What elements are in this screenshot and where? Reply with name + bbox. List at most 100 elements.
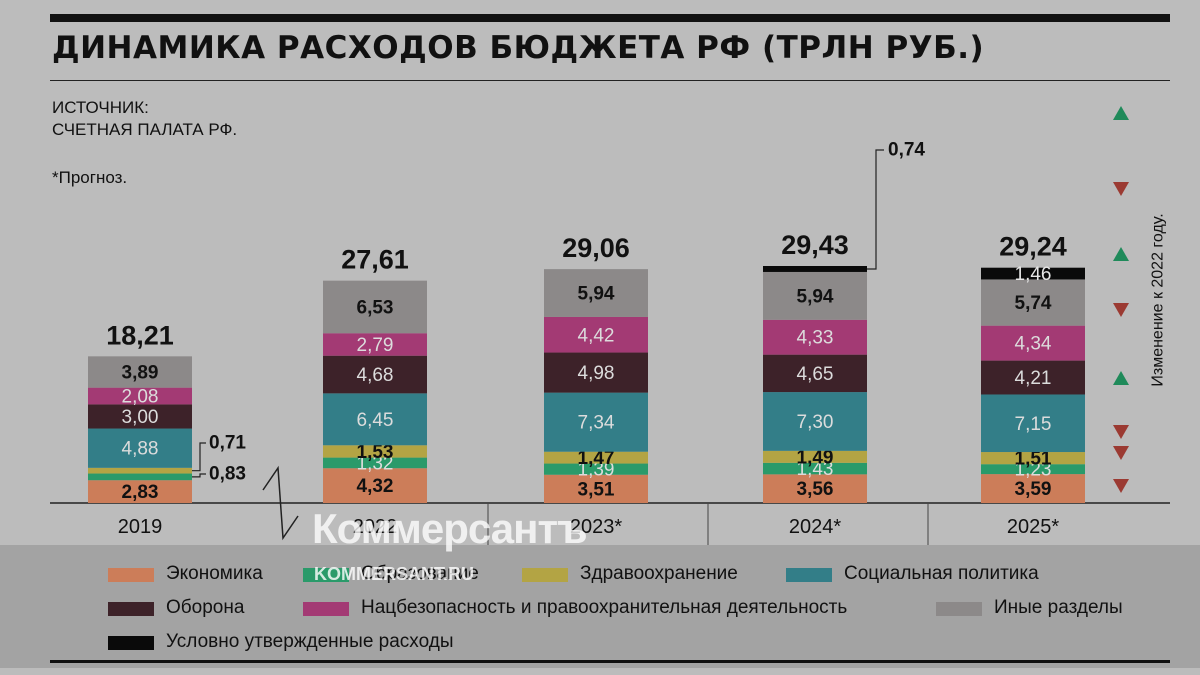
value-label-defense: 4,65 xyxy=(797,364,834,385)
bar-segment-other xyxy=(763,271,867,320)
legend-swatch-economy xyxy=(108,568,154,582)
change-arrow-down xyxy=(1113,303,1129,317)
forecast-note: *Прогноз. xyxy=(52,168,128,187)
category-label: 2025* xyxy=(1007,516,1059,538)
total-label: 29,06 xyxy=(562,233,630,263)
bar-segment-social xyxy=(544,392,648,452)
category-label: 2022 xyxy=(353,516,398,538)
legend-swatch-security xyxy=(303,602,349,616)
legend-swatch-health xyxy=(522,568,568,582)
change-arrow-up xyxy=(1113,247,1129,261)
watermark-brand: Коммерсантъ xyxy=(312,505,588,552)
legend: Экономика Образование Здравоохранение Со… xyxy=(0,545,1200,668)
total-label: 18,21 xyxy=(106,320,174,350)
bar-segment-social xyxy=(323,393,427,446)
bar-segment-defense xyxy=(544,352,648,393)
value-label-defense: 4,21 xyxy=(1015,368,1052,389)
bar-segment-education xyxy=(544,463,648,475)
bottom-rule xyxy=(50,660,1170,663)
value-label-social: 4,88 xyxy=(122,439,159,460)
change-arrow-down xyxy=(1113,446,1129,460)
bar-segment-other xyxy=(88,356,192,388)
bar-segment-health xyxy=(88,467,192,474)
value-label-conditional: 1,46 xyxy=(1015,264,1052,285)
legend-label-education: Образование xyxy=(361,563,479,584)
value-label-defense: 3,00 xyxy=(122,407,159,428)
change-arrow-down xyxy=(1113,425,1129,439)
value-label-other: 5,94 xyxy=(797,286,834,307)
bar-segment-other xyxy=(323,280,427,334)
legend-swatch-conditional xyxy=(108,636,154,650)
bar-segment-other xyxy=(544,269,648,317)
bar-segment-conditional xyxy=(981,267,1085,280)
value-label-security: 2,79 xyxy=(357,335,394,356)
value-label-health: 1,53 xyxy=(357,442,394,463)
bar-segment-economy xyxy=(88,480,192,503)
value-label-defense: 4,98 xyxy=(578,363,615,384)
value-label-social: 7,30 xyxy=(797,412,834,433)
value-label-other: 5,94 xyxy=(578,284,615,305)
category-label: 2024* xyxy=(789,516,841,538)
total-label: 29,43 xyxy=(781,230,849,260)
bar-segment-other xyxy=(981,279,1085,326)
value-label-other: 5,74 xyxy=(1015,293,1052,314)
value-label-education: 0,83 xyxy=(209,464,246,485)
value-label-social: 7,34 xyxy=(578,413,615,434)
bar-segment-defense xyxy=(323,355,427,394)
bar-segment-security xyxy=(763,319,867,355)
change-arrow-up xyxy=(1113,371,1129,385)
value-label-economy: 3,56 xyxy=(797,479,834,500)
bar-segment-economy xyxy=(544,474,648,503)
value-label-economy: 4,32 xyxy=(357,476,394,497)
source-line-2: СЧЕТНАЯ ПАЛАТА РФ. xyxy=(52,120,238,139)
value-label-other: 3,89 xyxy=(122,362,159,383)
total-label: 27,61 xyxy=(341,245,409,275)
value-label-conditional: 0,74 xyxy=(888,140,925,161)
bar-segment-health xyxy=(544,451,648,464)
value-label-health: 1,49 xyxy=(797,447,834,468)
category-label: 2023* xyxy=(570,516,622,538)
bar-segment-conditional xyxy=(763,266,867,272)
value-label-security: 4,34 xyxy=(1015,334,1052,355)
bar-segment-education xyxy=(763,462,867,475)
legend-label-other: Иные разделы xyxy=(994,597,1123,618)
callout-line-education xyxy=(192,473,206,478)
bar-segment-defense xyxy=(88,404,192,429)
source-note: ИСТОЧНИК: СЧЕТНАЯ ПАЛАТА РФ. xyxy=(52,97,237,141)
chart-title: ДИНАМИКА РАСХОДОВ БЮДЖЕТА РФ (ТРЛН РУБ.) xyxy=(52,30,985,66)
value-label-economy: 3,59 xyxy=(1015,479,1052,500)
value-label-security: 4,42 xyxy=(578,325,615,346)
bar-segment-economy xyxy=(323,468,427,503)
bar-segment-social xyxy=(763,392,867,451)
legend-label-social: Социальная политика xyxy=(844,563,1039,584)
watermark-site: KOMMERSANT.RU xyxy=(314,564,474,584)
legend-label-defense: Оборона xyxy=(166,597,245,618)
legend-swatch-social xyxy=(786,568,832,582)
bar-segment-defense xyxy=(763,354,867,393)
value-label-health: 0,71 xyxy=(209,433,246,454)
value-label-social: 6,45 xyxy=(357,410,394,431)
legend-label-economy: Экономика xyxy=(166,563,263,584)
bar-segment-security xyxy=(88,387,192,405)
callout-line-health xyxy=(192,442,206,472)
legend-swatch-defense xyxy=(108,602,154,616)
legend-label-conditional: Условно утвержденные расходы xyxy=(166,631,454,652)
bar-segment-economy xyxy=(981,474,1085,503)
value-label-education: 1,23 xyxy=(1015,460,1052,481)
bar-segment-health xyxy=(323,445,427,458)
value-label-defense: 4,68 xyxy=(357,365,394,386)
side-label: Изменение к 2022 году. xyxy=(1150,213,1167,386)
value-label-economy: 2,83 xyxy=(122,482,159,503)
title-rule xyxy=(50,80,1170,81)
bar-segment-education xyxy=(981,464,1085,475)
stacked-bar-chart: 2,83 0,83 0,71 4,88 3,002,08 3,89 18,21 2019 4,3… xyxy=(50,106,1170,545)
legend-swatch-education xyxy=(303,568,349,582)
category-label: 2019 xyxy=(118,516,163,538)
legend-label-security: Нацбезопасность и правоохранительная дея… xyxy=(361,597,848,618)
bar-segment-security xyxy=(981,325,1085,361)
change-arrow-down xyxy=(1113,479,1129,493)
value-label-education: 1,43 xyxy=(797,459,834,480)
source-line-1: ИСТОЧНИК: xyxy=(52,98,149,117)
bar-segment-economy xyxy=(763,474,867,503)
value-label-health: 1,51 xyxy=(1015,449,1052,470)
